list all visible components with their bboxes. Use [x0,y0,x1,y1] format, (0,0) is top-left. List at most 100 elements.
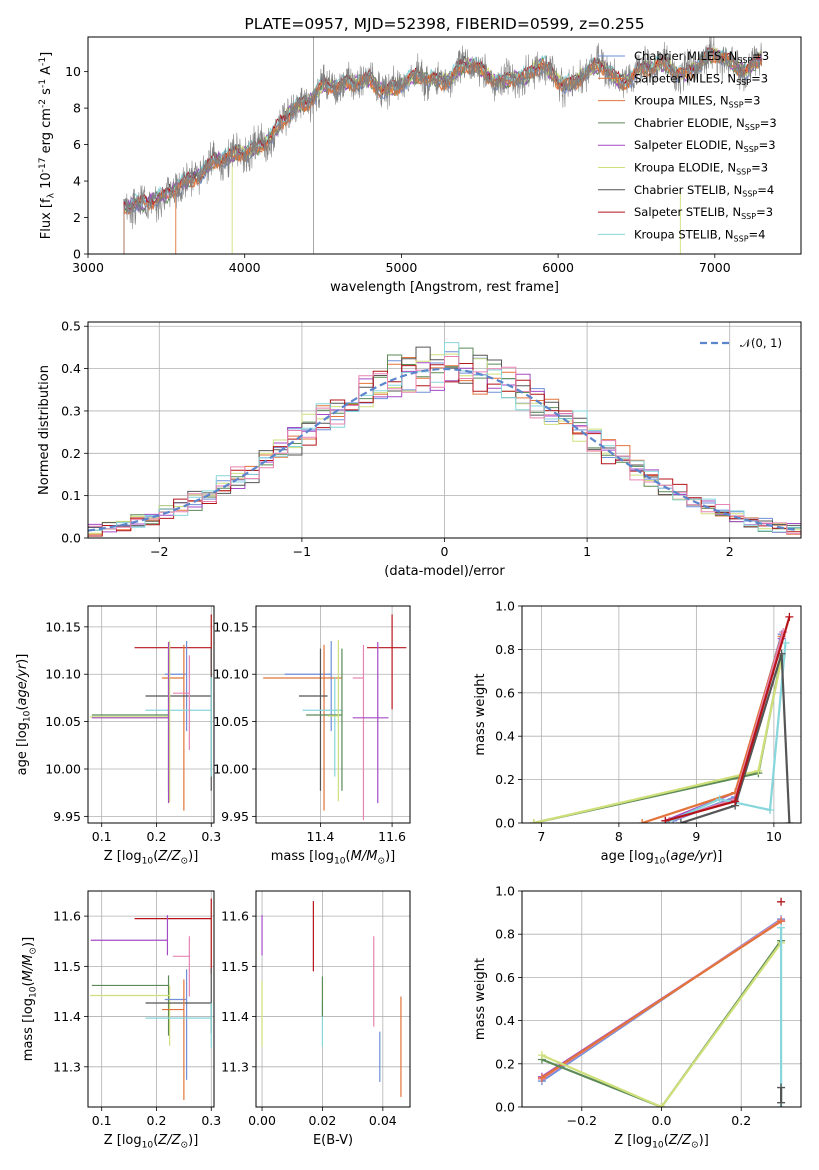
mass-weight-marker [754,766,763,775]
y-axis-label: mass [log10​(M/M⊙​)] [21,937,38,1061]
mass-weight-marker [785,612,794,621]
y-tick-label: 9.95 [53,809,81,824]
mass-weight-marker [785,819,794,823]
legend-entry: Chabrier STELIB, NSSP​=4 [634,183,774,199]
y-tick-label: 10.10 [213,667,249,682]
chart-panel-4: 11.4 11.6 9.95 10.00 10.05 10.10 10.15 mass [lo… [213,605,411,866]
chart-panel-2: −2 −1 0 1 2 0.0 0.1 0.2 0.3 0.4 0.5 (data-model)/er… [37,319,802,579]
legend-entry: Chabrier MILES, NSSP​=3 [634,49,769,65]
plot-area [261,901,402,1097]
mass-weight-marker [537,1051,546,1060]
x-tick-label: 0.2 [731,1113,751,1128]
x-tick-label: 7000 [699,260,731,275]
x-axis-label: (data-model)/error [384,564,505,579]
mass-weight-marker [777,1083,786,1092]
y-axis-label: age [log10​(age/yr)] [15,654,32,776]
legend-entry: Chabrier ELODIE, NSSP​=3 [634,116,777,132]
legend-entry: 𝒩(0, 1) [740,336,782,350]
x-tick-label: 0.0 [652,1113,672,1128]
y-tick-label: 10.05 [213,714,249,729]
y-tick-label: 0.4 [495,729,515,744]
y-tick-label: 2 [73,210,81,225]
mass-weight-line [664,642,787,823]
x-tick-label: 6000 [542,260,574,275]
mass-weight-marker [777,923,786,932]
x-tick-label: 10 [766,829,782,844]
x-tick-label: 0.02 [309,1113,337,1128]
plot-area [123,37,763,254]
y-tick-label: 11.4 [53,1009,81,1024]
y-tick-label: 0.1 [61,488,81,503]
mass-weight-marker [777,1098,786,1107]
error-bar-point [172,655,190,751]
y-axis-label: mass weight [473,958,488,1040]
legend-entry: Salpeter STELIB, NSSP​=3 [634,205,773,221]
mass-weight-marker [731,797,740,806]
plot-area [529,612,794,823]
x-axis-label: Z [log10​(Z/Z⊙​)] [104,1133,199,1150]
axes-frame [87,890,215,1108]
x-tick-label: 0.1 [92,1113,112,1128]
chart-panel-7: 0.00 0.02 0.04 11.3 11.4 11.5 11.6 E(B-V) [221,890,411,1148]
y-tick-label: 11.6 [221,909,249,924]
error-bar-point [352,644,365,821]
y-tick-label: 0.4 [495,1013,515,1028]
y-tick-label: 9.95 [221,809,249,824]
y-tick-label: 0.4 [61,361,81,376]
mass-weight-line [680,653,791,823]
legend-entry: Salpeter MILES, NSSP​=3 [634,71,768,87]
error-bar-point [134,898,212,974]
legend: Chabrier MILES, NSSP​=3 Salpeter MILES, N… [598,49,777,243]
y-tick-label: 0.6 [495,685,515,700]
x-tick-label: 7 [537,829,545,844]
x-axis-label: wavelength [Angstrom, rest frame] [330,280,559,295]
y-axis-label: Normed distribution [37,365,52,495]
x-tick-label: 0.2 [147,829,167,844]
plot-area [90,614,212,811]
error-bar-point [90,915,169,956]
axes-frame [521,605,802,824]
x-tick-label: 5000 [386,260,418,275]
x-axis-label: Z [log10​(Z/Z⊙​)] [614,1133,709,1150]
y-tick-label: 11.5 [53,959,81,974]
x-tick-label: 0.00 [248,1113,276,1128]
axes-frame [521,890,802,1108]
y-tick-label: 0.6 [495,970,515,985]
mass-weight-line [541,942,782,1107]
x-tick-label: −1 [293,544,311,559]
y-tick-label: 0.0 [495,1100,515,1115]
y-tick-label: 10.15 [213,619,249,634]
x-tick-label: 3000 [72,260,104,275]
error-bar-point [90,641,171,803]
axes-frame [255,890,411,1108]
x-tick-label: −2 [150,544,168,559]
x-axis-label: Z [log10​(Z/Z⊙​)] [104,849,199,866]
y-tick-label: 10.05 [45,714,81,729]
error-bar-point [306,648,343,791]
x-tick-label: 0.3 [201,829,221,844]
error-bar-point [263,644,342,811]
error-bar-point [90,985,171,1046]
x-axis-label: age [log10​(age/yr)] [601,849,723,866]
chart-panel-5: 7 8 9 10 0.0 0.2 0.4 0.6 0.8 1.0 age [log10​(age/y… [473,599,802,866]
x-tick-label: 11.4 [307,829,335,844]
residual-histogram [88,356,801,535]
error-bar-point [145,1003,212,1049]
axes-frame [87,605,215,824]
mass-weight-marker [766,805,774,814]
y-tick-label: 11.6 [53,909,81,924]
y-tick-label: 0.2 [495,772,515,787]
mass-weight-marker [661,816,670,823]
x-tick-label: 0.3 [201,1113,221,1128]
axes-frame [87,321,802,539]
plot-area [537,897,786,1107]
error-bar-point [352,642,389,804]
y-tick-label: 1.0 [495,884,515,899]
x-tick-label: 0.04 [369,1113,397,1128]
mass-weight-marker [715,795,724,804]
plot-area [90,898,212,1100]
y-axis-label: mass weight [473,673,488,755]
error-bar-point [327,640,339,802]
y-tick-label: 10 [65,64,81,79]
x-axis-label: E(B-V) [313,1133,353,1148]
